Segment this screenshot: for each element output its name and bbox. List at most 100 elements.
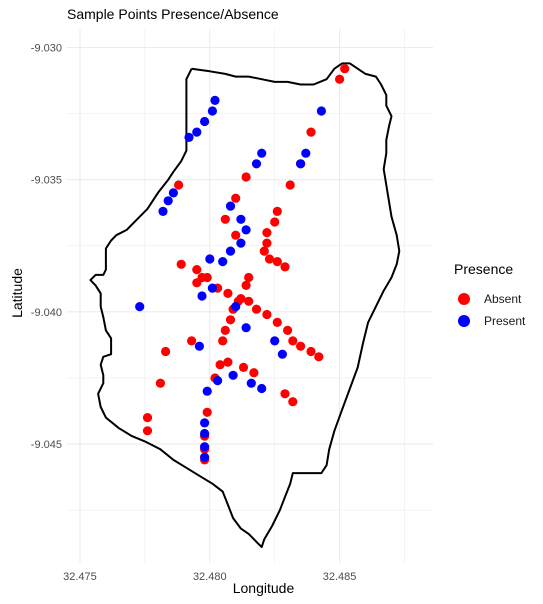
point-absent	[218, 336, 227, 345]
point-present	[197, 291, 206, 300]
point-present	[317, 106, 326, 115]
point-absent	[260, 247, 269, 256]
point-absent	[143, 426, 152, 435]
point-present	[208, 106, 217, 115]
point-absent	[283, 326, 292, 335]
point-absent	[306, 128, 315, 137]
point-absent	[280, 262, 289, 271]
point-absent	[273, 318, 282, 327]
point-absent	[223, 358, 232, 367]
point-present	[203, 387, 212, 396]
point-present	[270, 336, 279, 345]
point-present	[296, 159, 305, 168]
x-axis-title: Longitude	[0, 580, 543, 596]
point-present	[210, 96, 219, 105]
point-present	[257, 384, 266, 393]
point-absent	[335, 75, 344, 84]
point-present	[242, 323, 251, 332]
point-absent	[231, 194, 240, 203]
point-present	[205, 254, 214, 263]
point-present	[252, 159, 261, 168]
legend-item-absent: Absent	[454, 288, 525, 310]
legend-item-present: Present	[454, 310, 525, 332]
point-present	[213, 376, 222, 385]
legend-label-absent: Absent	[484, 292, 521, 306]
point-absent	[143, 413, 152, 422]
point-absent	[244, 273, 253, 282]
point-present	[135, 302, 144, 311]
point-absent	[161, 347, 170, 356]
point-absent	[265, 254, 274, 263]
legend-swatch-absent	[458, 293, 470, 305]
grid	[67, 29, 433, 563]
point-absent	[262, 239, 271, 248]
point-absent	[226, 315, 235, 324]
point-absent	[249, 368, 258, 377]
point-present	[231, 302, 240, 311]
y-axis-title: Latitude	[9, 268, 25, 318]
point-absent	[221, 215, 230, 224]
point-present	[200, 418, 209, 427]
point-present	[242, 225, 251, 234]
point-absent	[262, 310, 271, 319]
point-present	[226, 202, 235, 211]
y-tick-label: -9.045	[31, 439, 62, 451]
point-present	[236, 215, 245, 224]
point-absent	[244, 297, 253, 306]
point-absent	[262, 228, 271, 237]
point-absent	[270, 217, 279, 226]
point-absent	[177, 260, 186, 269]
point-absent	[203, 273, 212, 282]
x-axis-title-text: Longitude	[233, 580, 295, 596]
point-present	[301, 149, 310, 158]
point-present	[257, 149, 266, 158]
legend-swatch-present	[458, 315, 470, 327]
y-tick-label: -9.040	[31, 307, 62, 319]
point-present	[200, 429, 209, 438]
point-absent	[192, 278, 201, 287]
point-absent	[216, 360, 225, 369]
point-absent	[306, 347, 315, 356]
point-absent	[242, 281, 251, 290]
point-absent	[242, 172, 251, 181]
point-absent	[231, 231, 240, 240]
point-absent	[156, 379, 165, 388]
point-present	[200, 453, 209, 462]
point-present	[236, 239, 245, 248]
point-present	[158, 207, 167, 216]
point-present	[200, 117, 209, 126]
point-present	[278, 350, 287, 359]
points-layer	[135, 64, 349, 464]
point-present	[226, 247, 235, 256]
point-absent	[314, 352, 323, 361]
point-absent	[221, 326, 230, 335]
point-present	[218, 257, 227, 266]
point-absent	[273, 207, 282, 216]
legend-label-present: Present	[484, 314, 525, 328]
point-present	[164, 196, 173, 205]
legend-title: Presence	[454, 261, 525, 277]
point-present	[195, 342, 204, 351]
point-absent	[252, 305, 261, 314]
point-absent	[239, 363, 248, 372]
point-absent	[203, 408, 212, 417]
point-absent	[288, 397, 297, 406]
point-absent	[288, 336, 297, 345]
point-absent	[174, 180, 183, 189]
point-absent	[340, 64, 349, 73]
point-absent	[187, 336, 196, 345]
legend: Presence Absent Present	[454, 261, 525, 332]
y-tick-label: -9.035	[31, 175, 62, 187]
point-absent	[280, 389, 289, 398]
point-absent	[273, 257, 282, 266]
y-tick-label: -9.030	[31, 43, 62, 55]
point-present	[184, 133, 193, 142]
point-present	[200, 442, 209, 451]
point-present	[192, 128, 201, 137]
point-absent	[223, 289, 232, 298]
point-absent	[286, 180, 295, 189]
point-absent	[296, 342, 305, 351]
point-present	[247, 379, 256, 388]
point-present	[169, 188, 178, 197]
point-present	[229, 371, 238, 380]
